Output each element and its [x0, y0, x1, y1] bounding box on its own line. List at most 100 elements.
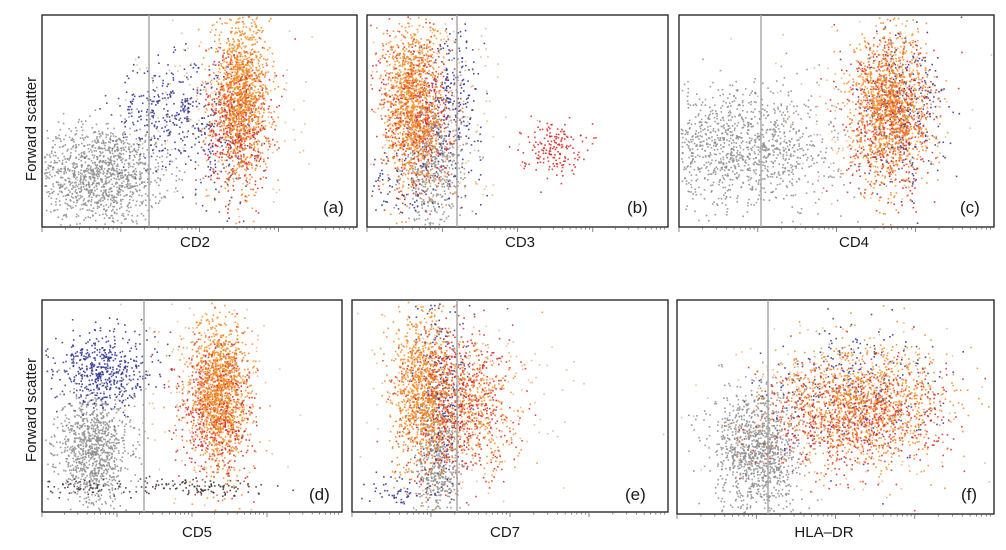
panel-a-point-s1-c1-32: [198, 67, 200, 69]
panel-a-point-s3-c0-134: [250, 37, 252, 39]
panel-a-point-s3-c0-676: [232, 137, 234, 139]
panel-a-point-s3-c0-172: [251, 34, 253, 36]
panel-a-point-s1-c0-94: [163, 131, 165, 133]
panel-a-point-s3-c0-577: [258, 74, 260, 76]
panel-a-point-s3-c0-793: [250, 155, 252, 157]
panel-a-point-s2-c0-415: [247, 181, 249, 183]
panel-b-point-s1-c0-191: [448, 108, 450, 110]
panel-a-point-s3-c0-666: [245, 138, 247, 140]
panel-a-point-s3-c0-851: [241, 91, 243, 93]
panel-a-point-s2-c0-495: [232, 171, 234, 173]
panel-a-point-s3-c0-855: [229, 148, 231, 150]
panel-a-point-s3-c0-687: [259, 122, 261, 124]
panel-a-point-s1-c0-315: [193, 67, 195, 69]
panel-a-point-s3-c0-616: [229, 120, 231, 122]
panel-a-point-s0-c0-1263: [87, 190, 89, 192]
panel-a-point-s0-c0-1127: [139, 140, 141, 142]
panel-a-point-s1-c1-79: [215, 189, 217, 191]
panel-a-point-s2-c0-494: [218, 191, 220, 193]
panel-a-point-s0-c0-790: [166, 156, 168, 158]
panel-b-point-s2-c0-90: [423, 55, 425, 57]
panel-b-point-s2-c1-15: [567, 159, 569, 161]
panel-b-point-s0-c0-135: [443, 211, 445, 213]
panel-a-point-s3-c0-929: [247, 105, 249, 107]
panel-a-point-s3-c0-580: [259, 30, 261, 32]
panel-a-point-s3-c0-995: [252, 84, 254, 86]
panel-b-point-s2-c0-587: [424, 156, 426, 158]
panel-a-point-s1-c1-25: [196, 123, 198, 125]
panel-a-point-s3-c0-1094: [265, 72, 267, 74]
panel-a-point-s1-c1-116: [214, 164, 216, 166]
panel-a-point-s0-c0-868: [114, 202, 116, 204]
panel-a-point-s4-c0-67: [187, 79, 189, 81]
panel-a-point-s4-c0-78: [245, 86, 247, 88]
panel-a-point-s3-c0-1057: [239, 55, 241, 57]
panel-a-point-s2-c0-238: [274, 144, 276, 146]
panel-a-point-s1-c0-304: [123, 166, 125, 168]
panel-a-point-s0-c0-1253: [80, 169, 82, 171]
panel-a-point-s0-c0-1195: [119, 153, 121, 155]
panel-a-point-s3-c0-14: [235, 105, 237, 107]
panel-b-point-s0-c0-69: [451, 203, 453, 205]
panel-b-point-s1-c1-30: [396, 153, 398, 155]
panel-a-point-s0-c0-1026: [122, 175, 124, 177]
panel-a-point-s0-c0-1174: [116, 203, 118, 205]
panel-a-point-s0-c0-352: [151, 205, 153, 207]
panel-a-point-s1-c0-269: [211, 47, 213, 49]
panel-a-point-s0-c0-645: [129, 195, 131, 197]
panel-a-point-s3-c0-389: [233, 165, 235, 167]
panel-b-point-s2-c0-547: [446, 149, 448, 151]
panel-a-point-s0-c0-1156: [63, 168, 65, 170]
panel-b-point-s2-c0-337: [426, 102, 428, 104]
panel-a-point-s0-c0-1002: [91, 197, 93, 199]
panel-a-point-s2-c0-178: [261, 89, 263, 91]
panel-a-point-s1-c0-129: [184, 107, 186, 109]
panel-a-point-s3-c0-688: [231, 44, 233, 46]
panel-a-point-s0-c0-473: [101, 186, 103, 188]
panel-a-point-s3-c0-269: [201, 64, 203, 66]
panel-a-point-s1-c0-246: [150, 144, 152, 146]
panel-a-point-s0-c0-339: [151, 207, 153, 209]
panel-a-point-s4-c0-17: [250, 110, 252, 112]
panel-a-point-s0-c0-1119: [124, 131, 126, 133]
panel-b-point-s0-c0-23: [461, 197, 463, 199]
panel-a-point-s0-c0-1276: [53, 167, 55, 169]
panel-a-point-s3-c0-121: [243, 59, 245, 61]
panel-a-point-s0-c0-849: [99, 214, 101, 216]
panel-a-point-s3-c0-1126: [248, 120, 250, 122]
panel-a-point-s1-c0-104: [156, 128, 158, 130]
panel-b-point-s2-c0-297: [388, 180, 390, 182]
panel-a-point-s1-c1-100: [237, 146, 239, 148]
panel-a-point-s3-c0-137: [265, 87, 267, 89]
panel-a-point-s0-c0-1255: [139, 178, 141, 180]
panel-b-point-s2-c0-72: [379, 62, 381, 64]
panel-a-point-s2-c0-72: [221, 186, 223, 188]
panel-a-point-s3-c0-696: [216, 104, 218, 106]
panel-a-point-s0-c0-1056: [78, 121, 80, 123]
panel-a-point-s3-c0-163: [236, 51, 238, 53]
panel-a-point-s4-c0-159: [174, 66, 176, 68]
panel-a-point-s3-c0-709: [212, 106, 214, 108]
panel-a-point-s0-c0-1004: [71, 139, 73, 141]
panel-a-point-s1-c0-35: [151, 109, 153, 111]
panel-a-point-s0-c0-783: [91, 184, 93, 186]
panel-a-point-s0-c0-862: [87, 166, 89, 168]
panel-a-point-s0-c0-824: [60, 129, 62, 131]
panel-a-point-s1-c0-240: [217, 77, 219, 79]
panel-a-point-s3-c0-549: [221, 103, 223, 105]
panel-a-point-s3-c0-882: [225, 139, 227, 141]
panel-a-point-s0-c0-430: [107, 128, 109, 130]
panel-b-point-s1-c0-235: [449, 33, 451, 35]
panel-a-point-s3-c0-943: [255, 192, 257, 194]
panel-a-point-s3-c0-821: [248, 136, 250, 138]
panel-a-point-s0-c0-580: [106, 123, 108, 125]
panel-b-point-s0-c0-371: [446, 176, 448, 178]
panel-a-point-s0-c0-970: [128, 149, 130, 151]
panel-a-point-s4-c0-30: [218, 103, 220, 105]
panel-a-point-s0-c0-1035: [114, 170, 116, 172]
panel-a-point-s3-c0-249: [226, 178, 228, 180]
panel-b-point-s1-c1-77: [433, 189, 435, 191]
panel-b-point-s2-c0-22: [399, 83, 401, 85]
panel-b-point-s2-c0-138: [396, 58, 398, 60]
panel-a-point-s2-c0-192: [228, 190, 230, 192]
